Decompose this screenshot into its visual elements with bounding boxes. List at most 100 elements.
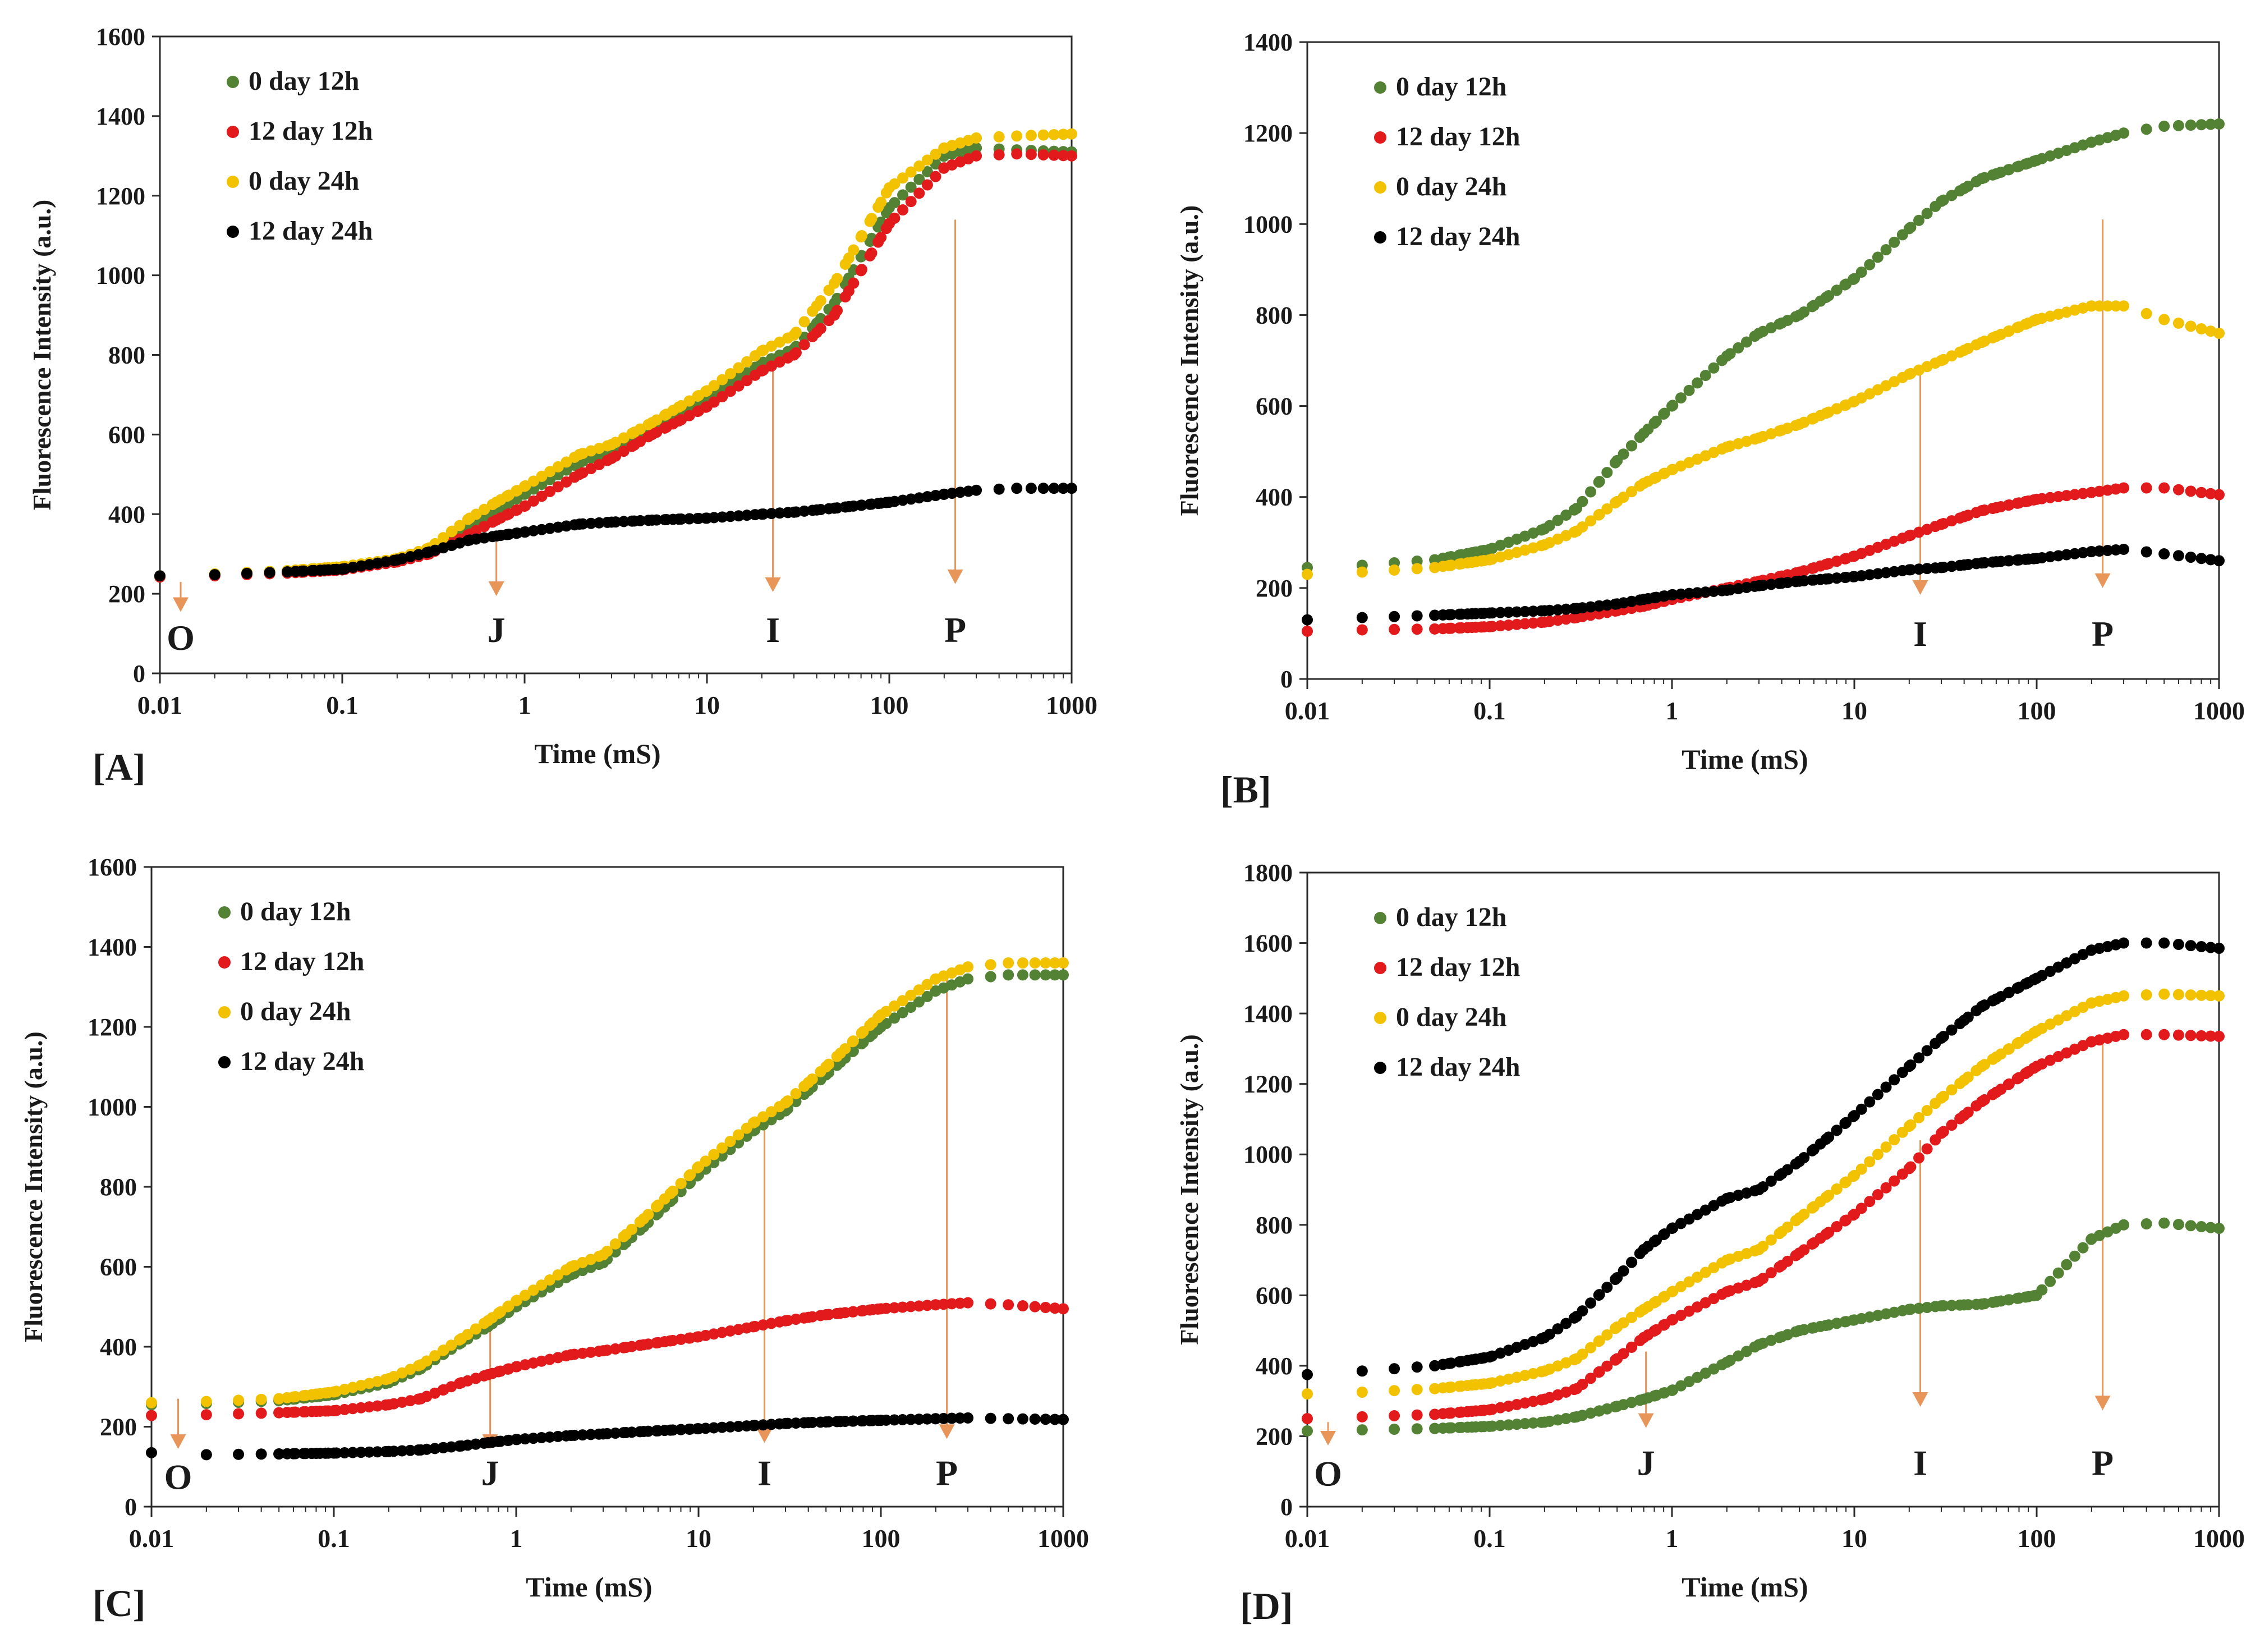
data-point: [1905, 222, 1917, 233]
data-point: [552, 1269, 564, 1281]
data-point: [511, 1295, 523, 1306]
data-point: [1593, 1335, 1605, 1347]
data-point: [1040, 1302, 1051, 1314]
y-tick-label: 600: [108, 421, 145, 448]
data-point: [2172, 1219, 2184, 1231]
data-point: [832, 305, 843, 316]
annotation-arrow-head: [1638, 1413, 1654, 1428]
data-point: [880, 1006, 892, 1017]
data-point: [568, 1348, 580, 1360]
data-point: [1913, 563, 1925, 575]
data-point: [396, 1445, 408, 1457]
data-point: [536, 470, 548, 482]
x-tick-label: 10: [686, 1524, 711, 1553]
data-point: [445, 1441, 457, 1453]
data-point: [889, 178, 901, 190]
data-point: [2069, 489, 2080, 501]
data-point: [2140, 989, 2152, 1001]
annotation-arrow-head: [2094, 573, 2111, 588]
data-point: [610, 516, 622, 528]
x-tick-label: 100: [2018, 696, 2056, 725]
data-point: [520, 526, 531, 538]
data-point: [985, 1298, 996, 1310]
y-axis-title: Fluorescence Intensity (a.u.): [27, 200, 56, 511]
data-point: [609, 1246, 621, 1258]
data-point: [355, 1402, 367, 1414]
data-point: [897, 995, 908, 1007]
data-point: [716, 511, 728, 523]
data-point: [1618, 1265, 1629, 1277]
data-point: [1946, 190, 1958, 201]
data-point: [2118, 543, 2130, 555]
data-point: [954, 1412, 966, 1424]
data-point: [1765, 1267, 1777, 1279]
data-point: [1692, 1209, 1703, 1220]
data-point: [971, 484, 982, 496]
data-point: [741, 375, 753, 387]
data-point: [1864, 1156, 1876, 1168]
data-point: [1543, 604, 1555, 616]
y-tick-label: 0: [133, 660, 145, 687]
data-point: [815, 504, 826, 516]
data-point: [815, 295, 826, 306]
data-point: [913, 1300, 925, 1312]
legend-label: 12 day 12h: [240, 947, 364, 976]
data-point: [1675, 1281, 1687, 1292]
data-point: [2003, 555, 2015, 567]
data-point: [1048, 129, 1060, 140]
data-point: [371, 1446, 383, 1458]
legend-label: 0 day 24h: [240, 997, 351, 1026]
data-point: [2118, 482, 2130, 494]
data-point: [1667, 400, 1679, 411]
annotation-label-i: I: [1913, 614, 1927, 654]
x-tick-label: 1000: [2193, 1524, 2245, 1553]
legend-marker: [1374, 962, 1386, 974]
data-point: [921, 979, 933, 990]
data-point: [1946, 561, 1958, 572]
data-point: [856, 230, 867, 241]
data-point: [2077, 488, 2089, 499]
data-point: [154, 570, 166, 582]
data-point: [618, 446, 630, 457]
data-point: [1905, 1059, 1917, 1071]
annotation-label-o: O: [164, 1457, 192, 1497]
data-point: [1025, 149, 1037, 160]
data-point: [1429, 623, 1441, 635]
data-point: [1823, 1227, 1835, 1238]
data-point: [2213, 118, 2225, 130]
data-point: [273, 1393, 285, 1405]
data-point: [1831, 284, 1843, 296]
data-point: [1880, 1141, 1892, 1153]
y-tick-label: 1400: [96, 103, 145, 130]
data-point: [1880, 1182, 1892, 1194]
data-point: [724, 368, 736, 379]
data-point: [561, 520, 572, 532]
data-point: [1831, 1220, 1843, 1232]
data-point: [1058, 957, 1069, 969]
annotation-label-j: J: [488, 610, 506, 650]
data-point: [1527, 617, 1539, 629]
data-point: [2140, 1029, 2152, 1040]
data-point: [889, 1012, 901, 1024]
legend-marker: [218, 1056, 231, 1068]
x-tick-label: 1000: [1046, 691, 1097, 719]
data-point: [1699, 586, 1711, 598]
data-point: [2140, 1218, 2152, 1230]
annotation-arrow-head: [765, 577, 781, 593]
y-tick-label: 200: [1256, 575, 1293, 602]
data-point: [421, 1355, 433, 1367]
data-point: [2185, 320, 2197, 332]
data-point: [2185, 940, 2197, 952]
data-point: [905, 166, 917, 178]
y-tick-label: 600: [1256, 393, 1293, 420]
data-point: [1601, 1329, 1613, 1341]
data-point: [544, 466, 556, 478]
data-point: [1066, 128, 1077, 140]
data-point: [1048, 149, 1060, 161]
data-point: [388, 1446, 399, 1457]
data-point: [290, 1406, 301, 1418]
data-point: [685, 1169, 696, 1181]
data-point: [371, 1400, 383, 1412]
data-point: [806, 1073, 818, 1085]
